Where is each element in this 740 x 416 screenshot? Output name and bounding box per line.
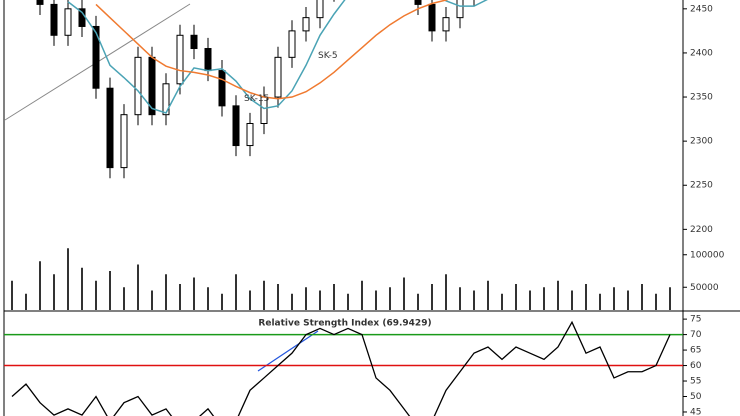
candle-body [274, 56, 282, 98]
y-tick-label: 50000 [690, 283, 719, 293]
volume-bar [109, 271, 111, 310]
y-tick-label: 65 [690, 346, 701, 356]
volume-bar [151, 290, 153, 310]
candle-body [456, 0, 464, 19]
candle-body [36, 0, 44, 5]
y-tick-label: 2250 [690, 181, 713, 191]
volume-bar [445, 274, 447, 310]
candle-body [246, 122, 254, 147]
candle-body [134, 56, 142, 116]
y-tick-label: 2400 [690, 48, 713, 58]
y-tick-label: 50 [690, 392, 702, 402]
y-tick-label: 70 [690, 330, 702, 340]
candle-body [218, 70, 226, 107]
volume-bar [123, 287, 125, 310]
series-label: SK-15 [244, 94, 269, 104]
rsi-trend-line [257, 330, 319, 372]
volume-panel [11, 248, 671, 310]
candle-body [50, 3, 58, 36]
y-tick-label: 2450 [690, 4, 713, 14]
rsi-panel: Relative Strength Index (69.9429) [4, 319, 683, 416]
candle-body [162, 83, 170, 116]
volume-bar [501, 293, 503, 310]
volume-bar [543, 287, 545, 310]
volume-bar [417, 293, 419, 310]
volume-bar [53, 274, 55, 310]
volume-bar [487, 280, 489, 310]
volume-bar [515, 284, 517, 310]
volume-bar [557, 280, 559, 310]
candle-body [316, 0, 324, 19]
volume-bar [249, 290, 251, 310]
volume-bar [571, 290, 573, 310]
volume-bar [277, 284, 279, 310]
volume-bar [431, 284, 433, 310]
volume-bar [669, 287, 671, 310]
y-tick-label: 60 [690, 361, 702, 371]
y-tick-label: 2200 [690, 225, 713, 235]
volume-bar [627, 290, 629, 310]
volume-bar [235, 274, 237, 310]
volume-bar [95, 280, 97, 310]
series-label: SK-5 [318, 51, 338, 61]
volume-bar [529, 290, 531, 310]
volume-bar [655, 293, 657, 310]
y-tick-label: 75 [690, 315, 701, 325]
volume-bar [137, 264, 139, 310]
volume-bar [599, 293, 601, 310]
candle-body [64, 8, 72, 36]
volume-bar [67, 248, 69, 310]
rsi-title: Relative Strength Index (69.9429) [258, 319, 431, 329]
volume-bar [11, 280, 13, 310]
volume-bar [221, 293, 223, 310]
rsi-line [11, 320, 671, 416]
volume-bar [585, 284, 587, 310]
volume-bar [459, 287, 461, 310]
volume-bar [473, 290, 475, 310]
volume-bar [81, 267, 83, 310]
volume-bar [319, 290, 321, 310]
price-panel: SK-5 SK-15 [36, 0, 488, 179]
candle-body [92, 25, 100, 89]
candle-body [190, 34, 198, 50]
y-tick-label: 2350 [690, 93, 713, 103]
volume-bar [403, 277, 405, 310]
volume-bar [613, 287, 615, 310]
volume-bar [207, 287, 209, 310]
y-tick-label: 100000 [690, 250, 725, 260]
candle-body [302, 17, 310, 32]
volume-bar [305, 287, 307, 310]
volume-bar [193, 277, 195, 310]
volume-bar [641, 284, 643, 310]
candle-body [204, 48, 212, 72]
volume-bar [165, 274, 167, 310]
volume-bar [333, 284, 335, 310]
candle-body [176, 34, 184, 85]
ma-line [95, 0, 449, 100]
axes: 2200 2250 2300 2350 2400 2450 50000 100000 45 50 5… [683, 4, 725, 416]
candle-body [232, 105, 240, 147]
volume-bar [389, 287, 391, 310]
candle-body [428, 3, 436, 32]
volume-bar [179, 284, 181, 310]
y-tick-label: 45 [690, 407, 701, 416]
volume-bar [25, 293, 27, 310]
volume-bar [375, 290, 377, 310]
volume-bar [39, 261, 41, 310]
volume-bar [347, 293, 349, 310]
ma-line [67, 0, 488, 114]
y-tick-label: 2300 [690, 137, 713, 147]
volume-bar [291, 293, 293, 310]
y-tick-label: 55 [690, 377, 701, 387]
volume-bar [263, 280, 265, 310]
candle-body [414, 0, 422, 5]
candle-body [106, 87, 114, 169]
candle-body [442, 17, 450, 32]
candle-body [120, 114, 128, 169]
volume-bar [361, 280, 363, 310]
candle-body [288, 30, 296, 58]
